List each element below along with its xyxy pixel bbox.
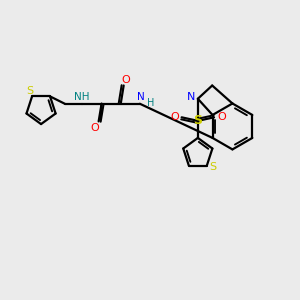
Text: N: N <box>137 92 145 102</box>
Text: S: S <box>193 114 202 127</box>
Text: O: O <box>170 112 179 122</box>
Text: S: S <box>26 86 33 96</box>
Text: S: S <box>210 162 217 172</box>
Text: O: O <box>122 75 130 85</box>
Text: O: O <box>217 112 226 122</box>
Text: O: O <box>91 123 100 133</box>
Text: N: N <box>187 92 196 102</box>
Text: NH: NH <box>74 92 90 102</box>
Text: H: H <box>147 98 155 108</box>
